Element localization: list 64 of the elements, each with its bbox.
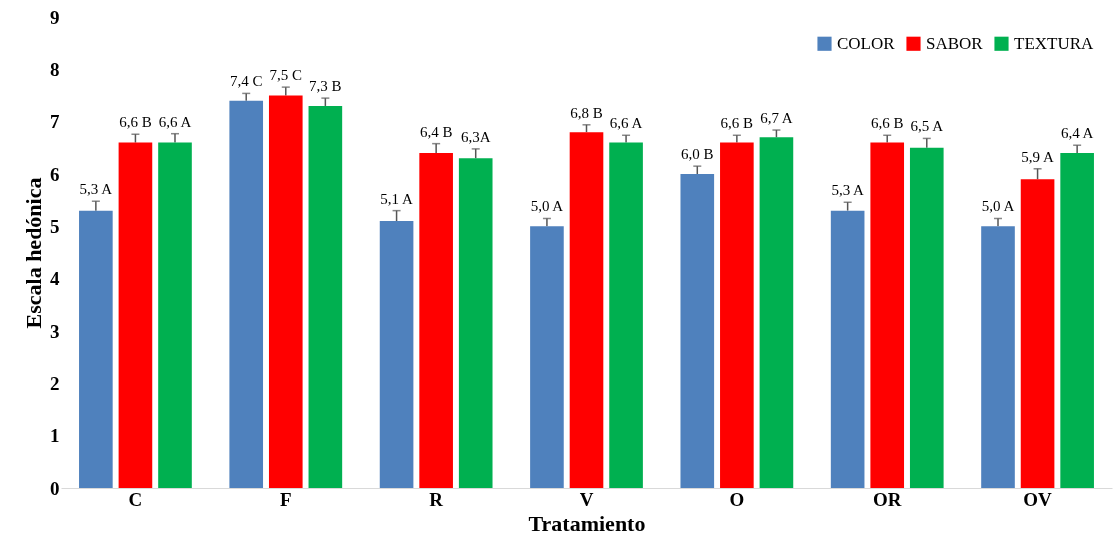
y-tick-label: 3 <box>50 320 60 342</box>
y-tick-label: 1 <box>50 425 60 447</box>
x-tick-label: R <box>429 488 444 510</box>
data-label: 6,6 A <box>609 115 643 132</box>
data-label: 5,1 A <box>380 190 413 207</box>
bar <box>158 142 192 488</box>
y-tick-label: 6 <box>50 163 60 185</box>
data-label: 6,4 A <box>1060 125 1094 142</box>
data-label: 5,0 A <box>981 198 1015 215</box>
data-label: 6,6 A <box>158 113 192 130</box>
bar <box>1060 153 1094 488</box>
bar <box>909 147 944 488</box>
bar <box>1020 179 1055 488</box>
data-label: 6,6 B <box>720 115 754 132</box>
y-tick-label: 8 <box>50 58 60 80</box>
data-label: 7,5 C <box>269 67 303 84</box>
y-tick-label: 4 <box>50 268 60 290</box>
x-tick-label: O <box>729 488 745 510</box>
bar <box>870 142 905 488</box>
data-label: 5,3 A <box>831 182 865 199</box>
x-tick-label: C <box>128 488 143 510</box>
y-tick-label: 5 <box>50 215 60 237</box>
data-label: 6,5 A <box>910 118 944 135</box>
data-label: 6,3A <box>460 128 491 145</box>
bar <box>530 226 564 488</box>
bar <box>268 95 303 488</box>
bar <box>229 100 264 488</box>
data-label: 6,8 B <box>570 104 603 121</box>
legend-label: TEXTURA <box>1014 33 1095 53</box>
bar <box>308 105 343 488</box>
bar <box>569 132 604 488</box>
bar <box>609 142 643 488</box>
bar <box>830 210 865 488</box>
data-label: 6,7 A <box>760 110 793 127</box>
legend-label: COLOR <box>837 33 896 53</box>
data-label: 5,9 A <box>1021 148 1054 165</box>
legend-label: SABOR <box>926 33 984 53</box>
bar <box>680 174 715 488</box>
data-label: 5,3 A <box>79 181 113 198</box>
bar <box>981 226 1015 488</box>
data-label: 7,3 B <box>309 78 342 95</box>
data-label: 5,0 A <box>530 198 564 215</box>
x-tick-label: OR <box>872 488 902 510</box>
x-tick-label: OV <box>1023 488 1053 510</box>
data-label: 6,4 B <box>419 123 453 140</box>
y-tick-label: 2 <box>50 372 60 394</box>
bar <box>419 153 453 488</box>
y-tick-label: 0 <box>50 477 60 499</box>
data-label: 6,6 B <box>119 114 152 131</box>
bar <box>720 142 754 488</box>
bar <box>79 210 113 488</box>
data-label: 6,0 B <box>681 146 714 163</box>
bar <box>379 221 414 488</box>
bar <box>458 158 493 488</box>
x-tick-label: V <box>579 488 594 510</box>
bar <box>118 142 153 488</box>
data-label: 6,6 B <box>870 115 904 132</box>
x-tick-label: F <box>279 488 292 510</box>
data-label: 7,4 C <box>229 73 263 90</box>
y-tick-label: 9 <box>50 6 60 28</box>
x-axis-title: Tratamiento <box>528 510 646 536</box>
y-tick-label: 7 <box>50 111 60 133</box>
y-axis-title: Escala hedónica <box>21 177 46 329</box>
bar <box>759 137 794 488</box>
